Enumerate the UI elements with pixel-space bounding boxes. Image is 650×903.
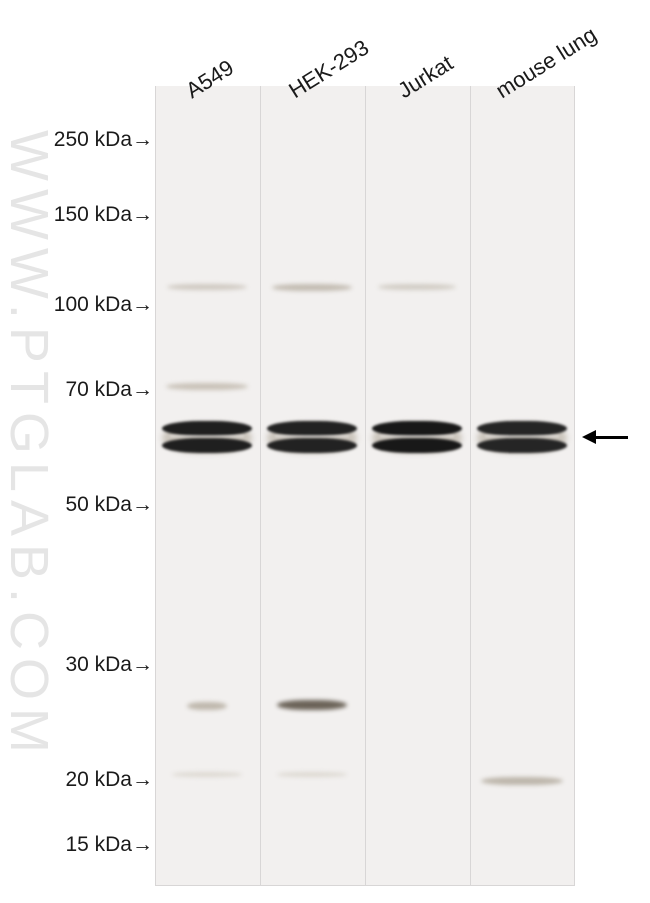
- mw-marker: 30 kDa→: [65, 653, 153, 677]
- mw-marker: 250 kDa→: [54, 128, 153, 152]
- main-band-lower: [477, 438, 567, 453]
- mw-marker: 20 kDa→: [65, 768, 153, 792]
- secondary-band: [166, 383, 248, 390]
- main-band: [267, 421, 357, 436]
- main-band-lower: [162, 438, 252, 453]
- band-gap: [170, 435, 244, 437]
- mw-marker: 70 kDa→: [65, 378, 153, 402]
- watermark-text: WWW.PTGLAB.COM: [0, 130, 60, 761]
- mw-marker: 150 kDa→: [54, 203, 153, 227]
- band-gap: [275, 435, 349, 437]
- arrow-line: [596, 436, 628, 439]
- mw-marker: 15 kDa→: [65, 833, 153, 857]
- main-band-lower: [267, 438, 357, 453]
- secondary-band: [481, 777, 563, 785]
- lane-separator: [260, 86, 261, 886]
- blot-figure: WWW.PTGLAB.COM 250 kDa→ 150 kDa→ 100 kDa→ 7…: [0, 0, 650, 903]
- main-band: [162, 421, 252, 436]
- main-band: [477, 421, 567, 436]
- secondary-band: [277, 700, 347, 710]
- target-band-arrow: [582, 430, 628, 444]
- lane-separator: [365, 86, 366, 886]
- arrow-head-icon: [582, 430, 596, 444]
- secondary-band: [172, 772, 242, 777]
- mw-marker: 100 kDa→: [54, 293, 153, 317]
- secondary-band: [187, 702, 227, 710]
- secondary-band: [272, 284, 352, 291]
- main-band-lower: [372, 438, 462, 453]
- secondary-band: [378, 284, 456, 290]
- lane-separator: [470, 86, 471, 886]
- band-gap: [380, 435, 454, 437]
- secondary-band: [167, 284, 247, 290]
- mw-marker: 50 kDa→: [65, 493, 153, 517]
- band-gap: [485, 435, 559, 437]
- secondary-band: [277, 772, 347, 777]
- main-band: [372, 421, 462, 436]
